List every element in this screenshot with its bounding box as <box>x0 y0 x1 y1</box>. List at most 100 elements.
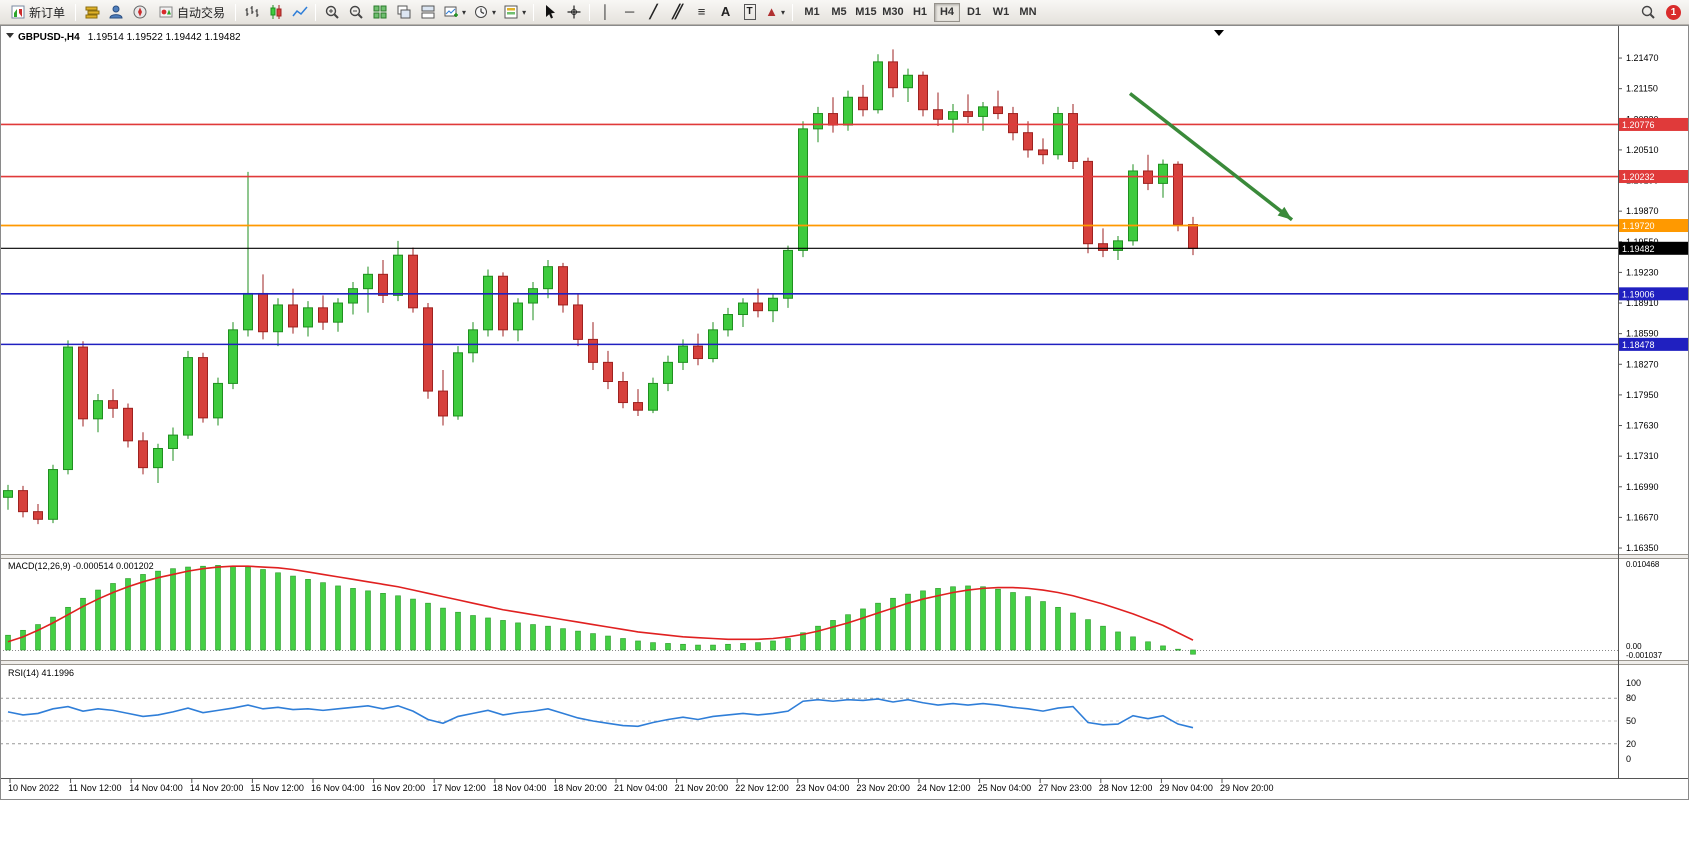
svg-text:1.17310: 1.17310 <box>1626 451 1659 461</box>
svg-text:RSI(14) 41.1996: RSI(14) 41.1996 <box>8 668 74 678</box>
toolbar-separator <box>589 3 591 21</box>
horizontal-line-tool-button[interactable]: ─ <box>618 2 641 23</box>
new-chart-button[interactable]: ▾ <box>440 2 469 23</box>
svg-text:1.16990: 1.16990 <box>1626 482 1659 492</box>
autotrade-icon <box>159 6 173 18</box>
svg-text:29 Nov 04:00: 29 Nov 04:00 <box>1159 783 1213 793</box>
channel-icon: ╱╱ <box>672 4 682 19</box>
chevron-down-icon: ▾ <box>492 7 497 17</box>
autotrade-label: 自动交易 <box>177 5 226 20</box>
chevron-down-icon: ▾ <box>462 7 467 17</box>
time-axis[interactable]: 10 Nov 2022 11 Nov 12:00 14 Nov 04:00 14 No… <box>0 778 1689 793</box>
market-watch-button[interactable] <box>80 2 103 23</box>
new-chart-icon <box>444 6 459 17</box>
svg-text:14 Nov 04:00: 14 Nov 04:00 <box>129 783 183 793</box>
navigator-button[interactable] <box>128 2 151 23</box>
timeframe-w1-button[interactable]: W1 <box>988 3 1014 22</box>
macd-panel: MACD(12,26,9) -0.000514 0.001202 0.010468… <box>0 560 1663 660</box>
label-tool-button[interactable]: T <box>738 2 761 23</box>
new-order-button[interactable]: 新订单 <box>4 2 71 23</box>
line-chart-button[interactable] <box>288 2 311 23</box>
svg-text:11 Nov 12:00: 11 Nov 12:00 <box>69 783 122 793</box>
svg-text:27 Nov 23:00: 27 Nov 23:00 <box>1038 783 1092 793</box>
text-tool-button[interactable]: A <box>714 2 737 23</box>
zoom-out-icon <box>349 5 363 19</box>
svg-text:100: 100 <box>1626 678 1641 688</box>
bar-chart-button[interactable] <box>240 2 263 23</box>
data-window-button[interactable] <box>104 2 127 23</box>
channel-tool-button[interactable]: ╱╱ <box>666 2 689 23</box>
arrange-windows-icon <box>421 5 435 19</box>
timeframe-d1-button[interactable]: D1 <box>961 3 987 22</box>
cascade-windows-button[interactable] <box>392 2 415 23</box>
price-badges: 1.20776 1.20232 1.19720 1.19482 1.19006 1.184… <box>1619 117 1688 351</box>
trendline-tool-button[interactable]: ╱ <box>642 2 665 23</box>
svg-text:MACD(12,26,9) -0.000514 0.0012: MACD(12,26,9) -0.000514 0.001202 <box>8 561 154 571</box>
svg-text:1.18590: 1.18590 <box>1626 329 1659 339</box>
new-order-icon <box>11 5 25 19</box>
svg-text:1.19006: 1.19006 <box>1622 289 1655 299</box>
tile-windows-button[interactable] <box>368 2 391 23</box>
autotrade-button[interactable]: 自动交易 <box>152 2 231 23</box>
search-icon <box>1641 5 1655 19</box>
svg-text:50: 50 <box>1626 716 1636 726</box>
vertical-line-tool-button[interactable]: │ <box>594 2 617 23</box>
svg-text:0: 0 <box>1626 754 1631 764</box>
crosshair-icon <box>567 5 581 19</box>
svg-text:1.18478: 1.18478 <box>1622 340 1655 350</box>
svg-text:18 Nov 20:00: 18 Nov 20:00 <box>553 783 607 793</box>
notification-badge[interactable]: 1 <box>1666 4 1681 20</box>
timeframe-m15-button[interactable]: M15 <box>853 3 879 22</box>
toolbar-separator <box>75 3 77 21</box>
svg-text:10 Nov 2022: 10 Nov 2022 <box>8 783 59 793</box>
svg-text:1.16350: 1.16350 <box>1626 543 1659 553</box>
search-button[interactable] <box>1636 2 1659 23</box>
svg-text:15 Nov 12:00: 15 Nov 12:00 <box>250 783 304 793</box>
svg-text:20: 20 <box>1626 739 1636 749</box>
navigator-icon <box>133 5 147 19</box>
svg-text:17 Nov 12:00: 17 Nov 12:00 <box>432 783 486 793</box>
zoom-in-button[interactable] <box>320 2 343 23</box>
svg-text:1.18910: 1.18910 <box>1626 298 1659 308</box>
timeframe-mn-button[interactable]: MN <box>1015 3 1041 22</box>
toolbar-separator <box>533 3 535 21</box>
toolbar: 新订单 自动交易 <box>0 0 1689 25</box>
fibonacci-tool-button[interactable]: ≡ <box>690 2 713 23</box>
zoom-out-button[interactable] <box>344 2 367 23</box>
cascade-windows-icon <box>397 5 411 19</box>
chart-canvas[interactable]: GBPUSD-,H4 1.19514 1.19522 1.19442 1.1948… <box>0 25 1689 800</box>
timeframe-h4-button[interactable]: H4 <box>933 2 960 22</box>
toolbar-right-cluster: 1 <box>1636 2 1685 23</box>
vertical-line-icon: │ <box>601 4 610 19</box>
svg-text:0.00: 0.00 <box>1626 642 1642 651</box>
svg-text:GBPUSD-,H41.19514 1.19522 1.19: GBPUSD-,H4 1.19514 1.19522 1.19442 1.1948… <box>18 32 241 43</box>
chart-window[interactable]: GBPUSD-,H4 1.19514 1.19522 1.19442 1.1948… <box>0 25 1689 800</box>
timeframe-h1-button[interactable]: H1 <box>907 3 933 22</box>
template-button[interactable]: ▾ <box>500 2 529 23</box>
horizontal-line-icon: ─ <box>624 4 635 19</box>
bar-chart-icon <box>245 6 259 17</box>
crosshair-button[interactable] <box>562 2 585 23</box>
svg-text:16 Nov 04:00: 16 Nov 04:00 <box>311 783 365 793</box>
chevron-down-icon: ▾ <box>522 7 527 17</box>
shapes-tool-button[interactable]: ▲ ▾ <box>762 2 788 23</box>
rsi-panel: RSI(14) 41.1996 100 80 50 20 0 <box>0 668 1641 764</box>
timeframe-m30-button[interactable]: M30 <box>880 3 906 22</box>
zoom-in-icon <box>325 5 339 19</box>
chart-header: GBPUSD-,H4 1.19514 1.19522 1.19442 1.1948… <box>6 30 1224 43</box>
svg-text:1.20776: 1.20776 <box>1622 120 1655 130</box>
cursor-button[interactable] <box>538 2 561 23</box>
text-tool-icon: A <box>720 4 731 19</box>
timeframe-m5-button[interactable]: M5 <box>826 3 852 22</box>
svg-text:1.19720: 1.19720 <box>1622 221 1655 231</box>
timeframe-m1-button[interactable]: M1 <box>799 3 825 22</box>
svg-text:1.17950: 1.17950 <box>1626 390 1659 400</box>
svg-text:21 Nov 20:00: 21 Nov 20:00 <box>675 783 729 793</box>
period-button[interactable]: ▾ <box>470 2 499 23</box>
market-watch-icon <box>85 6 100 19</box>
candlestick-chart-button[interactable] <box>264 2 287 23</box>
panel-separators[interactable] <box>0 554 1689 665</box>
arrange-windows-button[interactable] <box>416 2 439 23</box>
template-icon <box>504 5 518 19</box>
svg-text:1.19482: 1.19482 <box>1622 244 1655 254</box>
